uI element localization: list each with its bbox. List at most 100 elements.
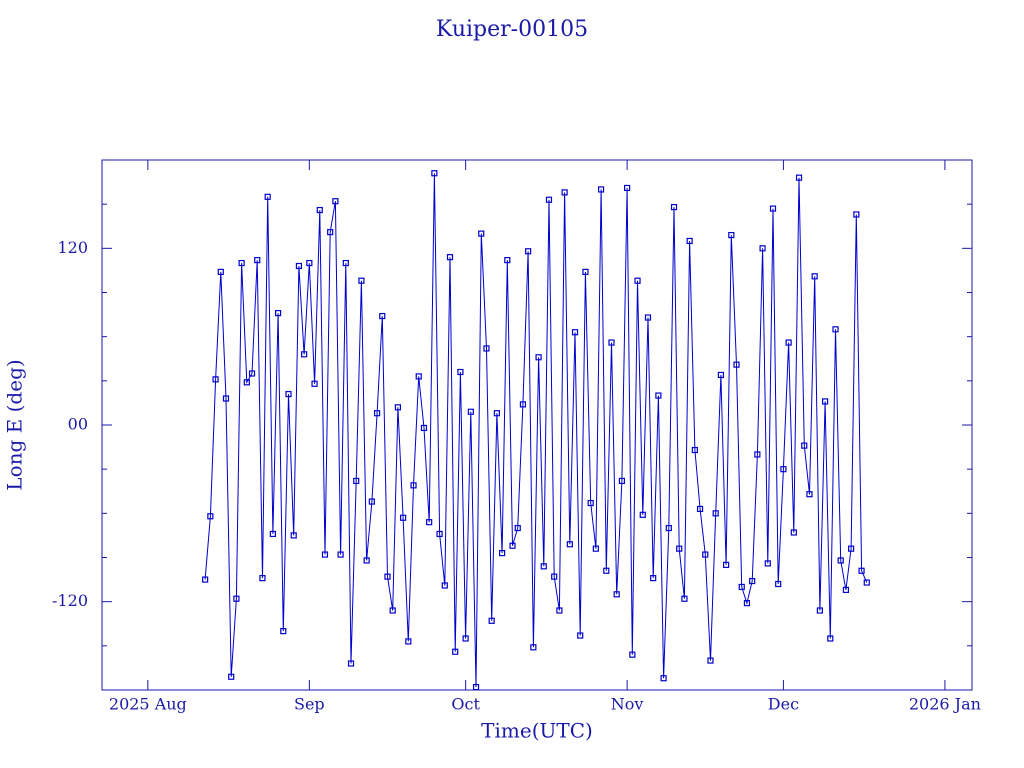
data-point — [514, 524, 521, 532]
data-point — [842, 586, 850, 593]
data-point — [863, 579, 870, 586]
data-point — [446, 254, 454, 261]
data-point — [650, 575, 657, 582]
data-point — [228, 673, 235, 680]
data-point — [342, 259, 349, 267]
data-point — [321, 551, 329, 558]
data-point — [670, 204, 678, 211]
data-point — [769, 205, 777, 212]
data-point — [608, 339, 615, 346]
data-point — [660, 675, 667, 682]
data-point — [530, 644, 537, 651]
data-point — [472, 683, 480, 690]
data-point — [285, 390, 292, 398]
data-point — [848, 545, 855, 552]
data-point — [686, 237, 693, 245]
data-point — [410, 482, 417, 489]
data-point — [723, 561, 730, 568]
data-point — [368, 498, 375, 505]
data-point — [801, 442, 808, 449]
data-point — [441, 582, 448, 589]
data-point — [509, 542, 516, 549]
data-point — [639, 511, 646, 518]
data-point — [759, 245, 766, 252]
data-point — [405, 638, 412, 645]
x-axis-label: Time(UTC) — [481, 719, 593, 743]
data-point — [597, 186, 605, 193]
data-point — [644, 314, 652, 321]
data-point — [337, 551, 344, 558]
data-point — [269, 530, 276, 538]
data-point — [629, 651, 636, 658]
data-point — [592, 545, 599, 552]
data-point — [519, 401, 527, 408]
data-point — [233, 595, 240, 602]
data-point — [488, 617, 495, 624]
data-point — [676, 545, 683, 552]
data-point — [379, 312, 386, 320]
y-axis-label: Long E (deg) — [3, 359, 27, 490]
x-tick-label: 2025 Aug — [109, 695, 187, 714]
data-point — [733, 361, 740, 368]
data-point — [832, 326, 839, 333]
data-point — [827, 635, 834, 642]
data-point — [691, 446, 698, 454]
data-point — [696, 505, 704, 513]
data-point — [587, 499, 594, 507]
data-point — [556, 607, 563, 614]
data-point — [504, 257, 511, 264]
data-point — [452, 648, 459, 655]
data-point — [358, 277, 365, 284]
data-point — [400, 514, 407, 521]
data-point — [785, 339, 792, 346]
data-point — [217, 268, 224, 275]
data-point — [749, 577, 756, 585]
data-point — [327, 229, 334, 236]
data-point — [212, 376, 219, 383]
data-point — [561, 189, 568, 196]
data-point — [613, 591, 620, 598]
data-point — [551, 573, 558, 580]
data-point — [858, 567, 865, 574]
data-point — [363, 557, 370, 564]
data-point — [665, 524, 672, 532]
data-point — [571, 329, 579, 336]
plot-area — [202, 170, 870, 690]
data-point — [280, 628, 287, 635]
data-point — [738, 583, 745, 591]
data-point — [316, 206, 323, 214]
data-line — [204, 173, 868, 688]
chart-title: Kuiper-00105 — [436, 17, 588, 42]
data-point — [207, 513, 214, 520]
data-point — [837, 557, 844, 564]
data-point — [790, 529, 797, 536]
data-point — [582, 268, 589, 275]
x-tick-label: Sep — [294, 695, 325, 714]
data-point — [248, 370, 256, 377]
data-point — [222, 395, 230, 402]
data-point — [780, 466, 787, 473]
data-point — [535, 354, 542, 361]
data-point — [775, 580, 782, 588]
data-point — [493, 410, 500, 417]
data-point — [384, 573, 391, 580]
data-point — [306, 259, 313, 267]
data-point — [811, 273, 818, 280]
data-point — [577, 632, 584, 639]
data-point — [525, 248, 532, 255]
data-point — [426, 519, 433, 526]
x-tick-label: Nov — [611, 695, 644, 714]
x-tick-label: Oct — [451, 695, 480, 714]
data-point — [467, 408, 474, 415]
data-point — [545, 196, 553, 203]
data-point — [566, 541, 573, 548]
data-point — [483, 345, 490, 352]
data-point — [347, 660, 355, 667]
data-point — [478, 230, 485, 237]
data-point — [806, 491, 813, 498]
data-point — [603, 567, 610, 574]
data-point — [373, 410, 381, 417]
data-point — [702, 551, 709, 558]
data-point — [816, 607, 823, 614]
data-point — [540, 563, 547, 570]
